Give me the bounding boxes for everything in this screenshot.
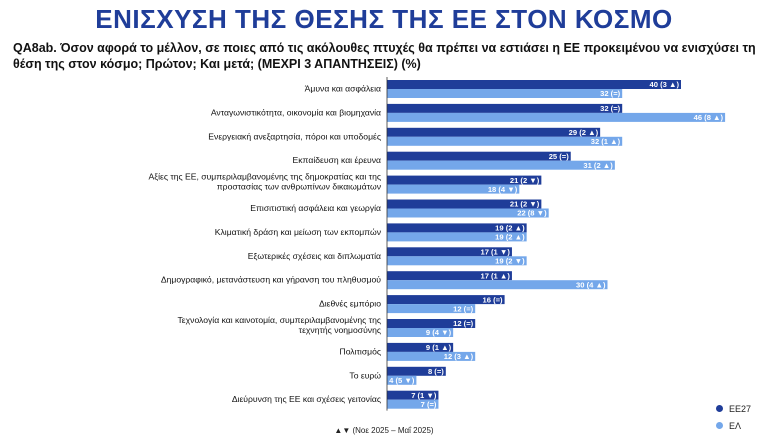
data-label-eu27: 19 (2 ▲) (495, 224, 525, 233)
data-label-el: 4 (5 ▼) (389, 376, 415, 385)
category-label: Διεθνές εμπόριο (319, 299, 381, 309)
data-label-eu27: 8 (=) (428, 367, 444, 376)
data-label-eu27: 17 (1 ▲) (480, 271, 510, 280)
bar-eu27 (387, 366, 446, 376)
data-label-eu27: 16 (=) (483, 295, 504, 304)
data-label-eu27: 40 (3 ▲) (650, 80, 680, 89)
data-label-el: 22 (8 ▼) (517, 209, 547, 218)
bar-el (387, 208, 549, 218)
legend-label-el: ΕΛ (729, 420, 742, 431)
data-label-eu27: 9 (1 ▲) (426, 343, 452, 352)
data-label-el: 19 (2 ▼) (495, 257, 525, 266)
bar-el (387, 256, 527, 266)
data-label-eu27: 12 (=) (453, 319, 474, 328)
bar-eu27 (387, 342, 454, 352)
category-label: Εκπαίδευση και έρευνα (293, 155, 382, 165)
legend-swatch-el (716, 422, 723, 429)
bar-el (387, 280, 608, 290)
legend: ΕΕ27 ΕΛ (716, 400, 751, 434)
category-label: Κλιματική δράση και μείωση των εκπομπών (215, 227, 381, 237)
bar-eu27 (387, 199, 542, 209)
data-label-eu27: 17 (1 ▼) (480, 248, 510, 257)
category-label: Το ευρώ (349, 370, 381, 380)
bar-el (387, 112, 726, 122)
bar-eu27 (387, 103, 623, 113)
page-title: ΕΝΙΣΧΥΣΗ ΤΗΣ ΘΕΣΗΣ ΤΗΣ ΕΕ ΣΤΟΝ ΚΟΣΜΟ (95, 4, 673, 34)
bar-el (387, 184, 520, 194)
bar-eu27 (387, 151, 571, 161)
legend-label-eu27: ΕΕ27 (729, 403, 752, 414)
bar-el (387, 232, 527, 242)
bar-el (387, 399, 439, 409)
data-label-el: 18 (4 ▼) (488, 185, 518, 194)
data-label-eu27: 7 (1 ▼) (411, 391, 437, 400)
category-label: Επισιτιστική ασφάλεια και γεωργία (250, 203, 381, 213)
category-label: Άμυνα και ασφάλεια (305, 84, 381, 94)
bar-eu27 (387, 390, 439, 400)
data-label-el: 9 (4 ▼) (426, 328, 452, 337)
data-label-el: 31 (2 ▲) (583, 161, 613, 170)
bar-eu27 (387, 247, 512, 257)
bar-eu27 (387, 319, 476, 328)
data-label-eu27: 29 (2 ▲) (569, 128, 599, 137)
bar-el (387, 89, 623, 98)
category-label: Εξωτερικές σχέσεις και διπλωματία (248, 251, 381, 261)
bar-eu27 (387, 295, 505, 305)
data-label-el: 32 (=) (600, 89, 621, 98)
legend-item-el: ΕΛ (716, 417, 751, 434)
category-label: Πολιτισμός (339, 346, 381, 356)
data-label-el: 12 (3 ▲) (444, 352, 474, 361)
bar-el (387, 375, 417, 385)
footnote: ▲▼ (Νοε 2025 – Μαΐ 2025) (334, 426, 434, 435)
question-text: QA8ab. Όσον αφορά το μέλλον, σε ποιες απ… (13, 41, 756, 71)
bar-eu27 (387, 175, 542, 185)
category-label: Ανταγωνιστικότητα, οικονομία και βιομηχα… (211, 107, 381, 117)
data-label-el: 32 (1 ▲) (591, 137, 621, 146)
data-label-el: 7 (=) (421, 400, 437, 409)
bar-eu27 (387, 271, 512, 281)
category-label: Δημογραφικό, μετανάστευση και γήρανση το… (161, 275, 381, 285)
category-label: Αξίες της ΕΕ, συμπεριλαμβανομένης της δη… (149, 172, 382, 192)
data-label-eu27: 21 (2 ▼) (510, 200, 540, 209)
data-label-el: 30 (4 ▲) (576, 280, 606, 289)
bar-el (387, 351, 476, 361)
bar-el (387, 136, 623, 146)
bar-eu27 (387, 223, 527, 233)
data-label-eu27: 25 (=) (549, 152, 570, 161)
legend-item-eu27: ΕΕ27 (716, 400, 751, 417)
category-label: Διεύρυνση της ΕΕ και σχέσεις γειτονίας (232, 394, 381, 404)
bar-el (387, 160, 615, 170)
bar-eu27 (387, 80, 681, 89)
data-label-eu27: 21 (2 ▼) (510, 176, 540, 185)
bar-eu27 (387, 127, 601, 137)
category-label: Τεχνολογία και καινοτομία, συμπεριλαμβαν… (178, 315, 382, 335)
data-label-el: 19 (2 ▲) (495, 233, 525, 242)
data-label-el: 12 (=) (453, 304, 474, 313)
data-label-el: 46 (8 ▲) (694, 113, 724, 122)
data-label-eu27: 32 (=) (600, 104, 621, 113)
legend-swatch-eu27 (716, 405, 723, 412)
bar-el (387, 328, 454, 337)
bar-el (387, 304, 476, 314)
category-label: Ενεργειακή ανεξαρτησία, πόροι και υποδομ… (208, 131, 381, 141)
